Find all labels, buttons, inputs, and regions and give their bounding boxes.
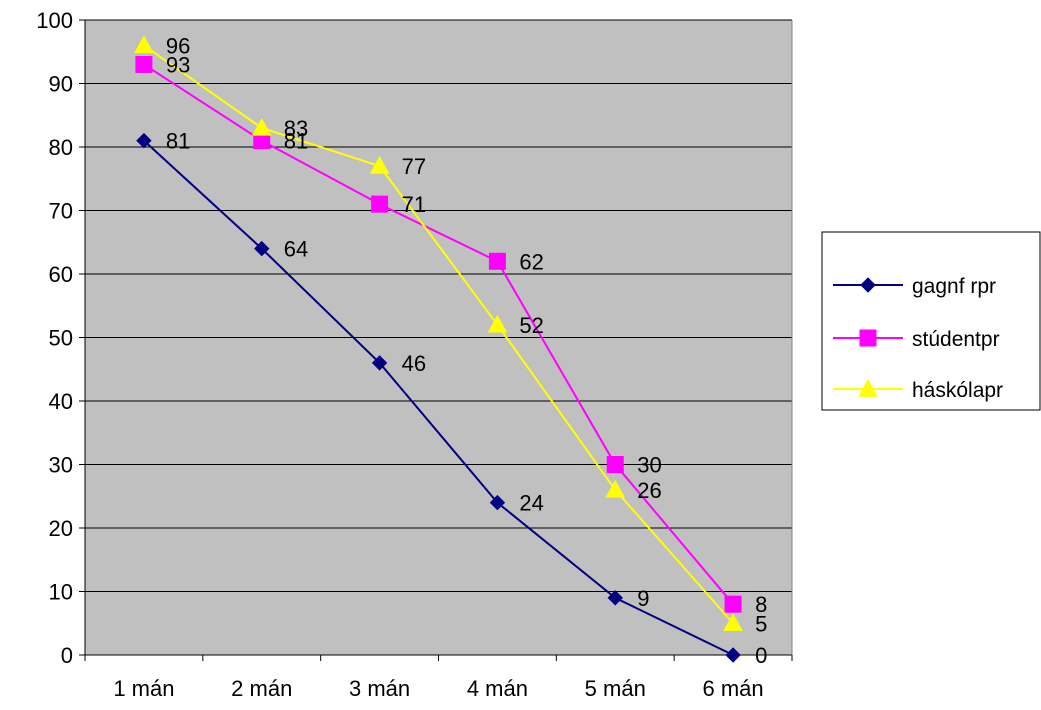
series-line bbox=[143, 63, 734, 605]
legend-marker bbox=[858, 378, 878, 397]
y-tick-label: 80 bbox=[49, 135, 73, 160]
data-label: 24 bbox=[519, 491, 543, 516]
data-label: 71 bbox=[402, 192, 426, 217]
y-tick-label: 50 bbox=[49, 326, 73, 351]
y-tick-label: 40 bbox=[49, 389, 73, 414]
data-point bbox=[488, 252, 506, 270]
data-point bbox=[371, 355, 388, 371]
data-label: 5 bbox=[755, 611, 767, 636]
data-point bbox=[605, 479, 626, 498]
y-tick-label: 10 bbox=[49, 580, 73, 605]
data-label: 81 bbox=[166, 129, 190, 154]
x-tick-label: 6 mán bbox=[703, 676, 764, 701]
y-tick-label: 100 bbox=[36, 8, 73, 33]
data-label: 77 bbox=[402, 154, 426, 179]
legend-entry: stúdentpr bbox=[833, 328, 1000, 351]
legend-box bbox=[821, 231, 1041, 411]
series-line bbox=[143, 44, 734, 624]
data-point bbox=[725, 647, 741, 663]
series-2 bbox=[135, 55, 742, 613]
legend-label: gagnf rpr bbox=[912, 275, 996, 298]
legend-entry: gagnf rpr bbox=[833, 275, 996, 298]
data-point bbox=[251, 117, 272, 136]
data-point bbox=[136, 132, 152, 149]
legend-entry: háskólapr bbox=[833, 378, 1003, 402]
legend-marker bbox=[860, 277, 876, 293]
y-tick-label: 60 bbox=[49, 262, 73, 287]
y-tick-label: 70 bbox=[49, 199, 73, 224]
legend-marker bbox=[859, 329, 877, 347]
data-label: 93 bbox=[166, 52, 190, 77]
y-tick-label: 0 bbox=[61, 643, 73, 668]
data-point bbox=[487, 314, 508, 333]
gridlines bbox=[85, 19, 792, 592]
series-line bbox=[143, 139, 734, 656]
data-label: 52 bbox=[519, 313, 543, 338]
data-point bbox=[723, 613, 743, 631]
data-label: 96 bbox=[166, 33, 190, 58]
data-point bbox=[371, 195, 389, 213]
data-label: 83 bbox=[284, 116, 308, 141]
data-label: 26 bbox=[637, 478, 661, 503]
data-label: 30 bbox=[637, 453, 661, 478]
y-tick-label: 90 bbox=[49, 72, 73, 97]
x-tick-label: 4 mán bbox=[467, 676, 528, 701]
data-label: 9 bbox=[637, 586, 649, 611]
data-label: 8 bbox=[755, 592, 767, 617]
x-tick-label: 1 mán bbox=[113, 676, 174, 701]
legend-label: stúdentpr bbox=[912, 328, 1000, 351]
data-label: 0 bbox=[755, 643, 767, 668]
data-point bbox=[489, 494, 506, 511]
data-point bbox=[254, 240, 270, 257]
data-point bbox=[606, 456, 624, 473]
series-3 bbox=[134, 35, 743, 631]
data-point bbox=[607, 590, 623, 606]
data-label: 64 bbox=[284, 237, 308, 262]
legend-label: háskólapr bbox=[912, 379, 1003, 402]
data-point bbox=[724, 595, 742, 613]
x-tick-label: 5 mán bbox=[585, 676, 646, 701]
data-label: 62 bbox=[519, 249, 543, 274]
y-tick-label: 30 bbox=[49, 453, 73, 478]
series-layer bbox=[134, 35, 743, 663]
data-point bbox=[134, 35, 154, 54]
data-label: 46 bbox=[402, 351, 426, 376]
legend: gagnf rpr stúdentpr háskólapr bbox=[821, 231, 1041, 411]
data-labels: 81 64 46 24 9 0 93 81 71 62 30 8 96 83 77 52 26 5 bbox=[166, 33, 767, 668]
x-tick-label: 2 mán bbox=[231, 676, 292, 701]
data-point bbox=[369, 156, 390, 174]
x-tick-label: 3 mán bbox=[349, 676, 410, 701]
data-point bbox=[135, 55, 153, 73]
data-label: 81 bbox=[284, 129, 308, 154]
y-tick-label: 20 bbox=[49, 516, 73, 541]
series-1 bbox=[136, 132, 741, 663]
